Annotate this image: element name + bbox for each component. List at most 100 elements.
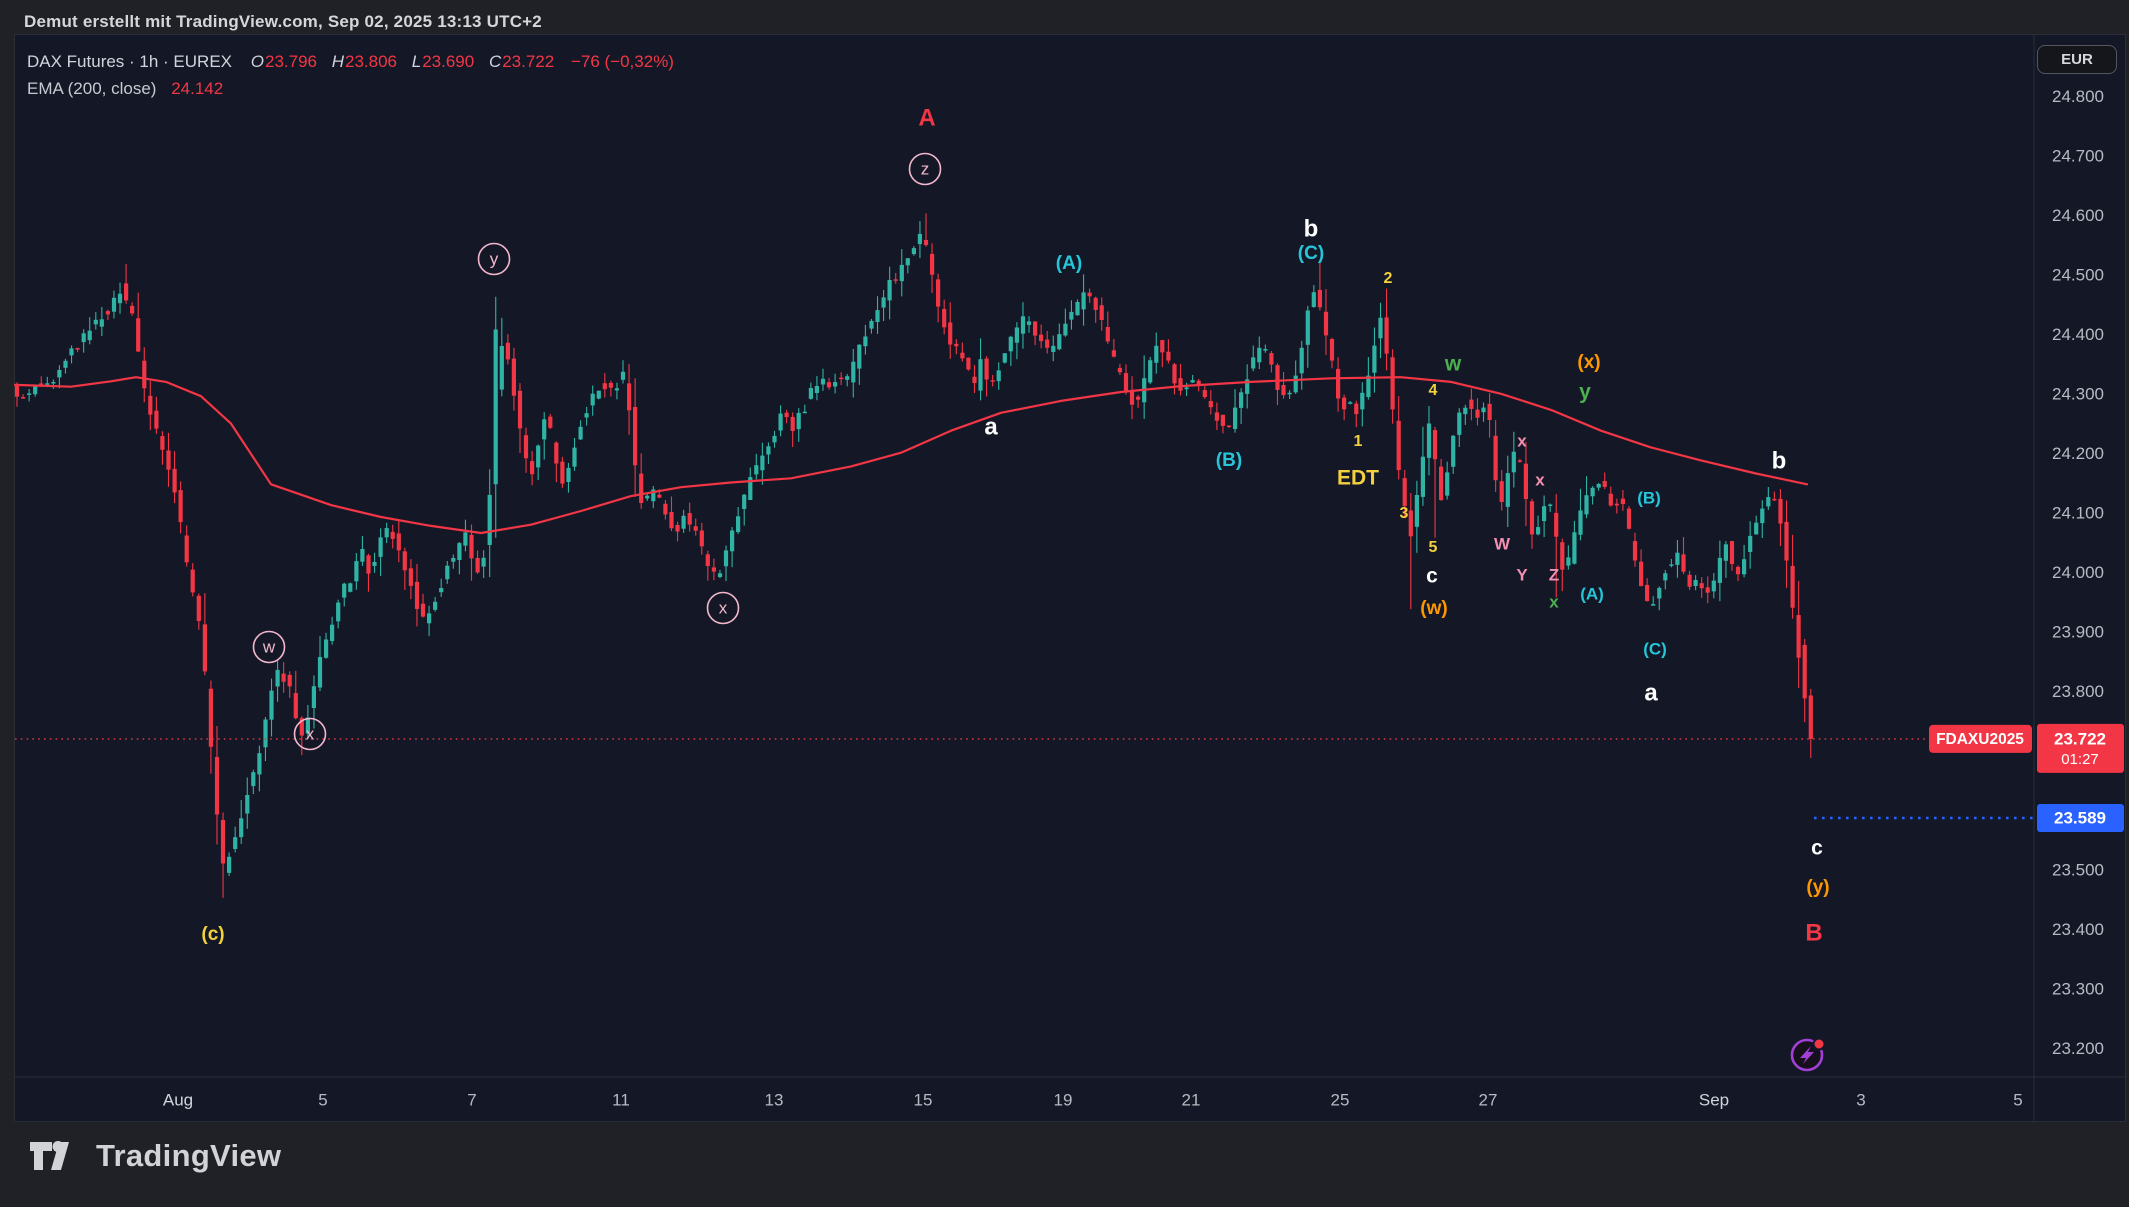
ohlc-close: C23.722 <box>488 52 555 71</box>
wave-label: y <box>1579 381 1591 404</box>
tradingview-logo-text[interactable]: TradingView <box>96 1138 282 1173</box>
currency-button[interactable]: EUR <box>2037 45 2117 74</box>
candles-layer <box>14 213 1813 898</box>
symbol-marker-flag <box>1929 724 2032 753</box>
wave-circle <box>477 242 511 276</box>
wave-label: a <box>984 413 998 440</box>
wave-label: (x) <box>1577 352 1600 373</box>
legend: DAX Futures · 1h · EUREX O23.796 H23.806… <box>27 48 674 102</box>
wave-label: 1 <box>1354 433 1363 450</box>
bar-countdown: 01:27 <box>2061 751 2099 768</box>
time-tick[interactable]: 7 <box>467 1090 476 1109</box>
wave-label: (C) <box>1298 243 1324 264</box>
indicator-value: 24.142 <box>171 79 224 98</box>
wave-circle <box>252 630 286 664</box>
price-tick: 24.200 <box>2052 444 2104 463</box>
footer: TradingView <box>28 1136 281 1176</box>
wave-label: b <box>1772 447 1787 474</box>
price-chart-canvas[interactable]: 24.800 24.700 24.600 24.500 24.400 24.300 24.2… <box>14 34 2128 1124</box>
price-tick: 24.100 <box>2052 503 2104 522</box>
price-tick: 23.200 <box>2052 1039 2104 1058</box>
wave-label: (B) <box>1637 488 1661 507</box>
wave-label: c <box>1811 837 1823 860</box>
price-tick: 23.500 <box>2052 860 2104 879</box>
wave-circle <box>706 591 740 625</box>
ema-layer <box>14 376 1809 535</box>
wave-label: x <box>1549 592 1559 611</box>
svg-text:23.722: 23.722 <box>2054 729 2106 748</box>
wave-label: A <box>918 104 935 131</box>
ohlc-open: O23.796 <box>250 52 317 71</box>
price-tick: 23.900 <box>2052 622 2104 641</box>
ema-200-line <box>14 376 1809 535</box>
notification-dot <box>1812 1037 1826 1051</box>
wave-label: z <box>921 159 930 178</box>
price-tick: 24.800 <box>2052 87 2104 106</box>
wave-label: B <box>1805 919 1822 946</box>
attribution-text: Demut erstellt mit TradingView.com, Sep … <box>24 12 542 31</box>
tradingview-logo-icon[interactable] <box>28 1136 84 1176</box>
time-tick[interactable]: 13 <box>765 1090 784 1109</box>
wave-label: (y) <box>1806 877 1829 898</box>
time-tick[interactable]: 11 <box>612 1090 630 1109</box>
time-tick[interactable]: Sep <box>1699 1090 1729 1109</box>
wave-label: x <box>306 724 315 743</box>
price-tick: 24.000 <box>2052 563 2104 582</box>
price-tick: 23.300 <box>2052 979 2104 998</box>
wave-label: Y <box>1516 565 1528 584</box>
wave-label: 2 <box>1384 270 1393 287</box>
time-tick[interactable]: 15 <box>914 1090 933 1109</box>
wave-label: (A) <box>1056 253 1082 274</box>
wave-label: w <box>262 637 276 656</box>
time-tick[interactable]: 21 <box>1182 1090 1201 1109</box>
wave-label: x <box>1517 431 1527 450</box>
svg-text:23.589: 23.589 <box>2054 809 2106 828</box>
price-lines-layer <box>15 738 2034 820</box>
time-tick[interactable]: Aug <box>163 1090 193 1109</box>
last-price-badge <box>2037 723 2124 773</box>
price-tick: 24.600 <box>2052 206 2104 225</box>
wave-label: (w) <box>1420 598 1447 619</box>
attribution-bar: Demut erstellt mit TradingView.com, Sep … <box>24 12 542 32</box>
wave-label: 3 <box>1400 505 1409 522</box>
ohlc-high: H23.806 <box>331 52 397 71</box>
wave-label: b <box>1304 215 1319 242</box>
price-tick: 24.500 <box>2052 265 2104 284</box>
wave-label: x <box>1535 470 1545 489</box>
price-tick: 23.400 <box>2052 920 2104 939</box>
wave-circle <box>293 717 327 751</box>
wave-label: (A) <box>1580 584 1604 603</box>
symbol-title: DAX Futures · 1h · EUREX <box>27 52 233 71</box>
wave-label: w <box>1444 353 1462 376</box>
wave-label: a <box>1644 679 1658 706</box>
change-value: −76 (−0,32%) <box>570 52 674 71</box>
wave-label: 5 <box>1429 539 1438 556</box>
wave-label: (C) <box>1643 639 1667 658</box>
price-tick: 24.700 <box>2052 146 2104 165</box>
price-tick: 24.300 <box>2052 384 2104 403</box>
wave-label: EDT <box>1337 467 1379 490</box>
price-tick: 23.800 <box>2052 682 2104 701</box>
symbol-row: DAX Futures · 1h · EUREX O23.796 H23.806… <box>27 48 674 75</box>
time-tick[interactable]: 27 <box>1479 1090 1498 1109</box>
time-tick[interactable]: 3 <box>1856 1090 1865 1109</box>
wave-label: y <box>490 249 499 268</box>
svg-text:FDAXU2025: FDAXU2025 <box>1936 731 2024 748</box>
time-tick[interactable]: 5 <box>318 1090 327 1109</box>
wave-label: (c) <box>201 924 224 945</box>
wave-label: W <box>1494 534 1511 553</box>
time-tick[interactable]: 25 <box>1331 1090 1350 1109</box>
time-tick[interactable]: 5 <box>2013 1090 2022 1109</box>
wave-label: Z <box>1549 565 1559 584</box>
wave-label: c <box>1426 565 1438 588</box>
ohlc-low: L23.690 <box>411 52 475 71</box>
chart-frame: 24.800 24.700 24.600 24.500 24.400 24.300 24.2… <box>14 34 2128 1124</box>
axes-layer: 24.800 24.700 24.600 24.500 24.400 24.300 24.2… <box>15 35 2127 1123</box>
indicator-name: EMA (200, close) <box>27 79 157 98</box>
target-price-badge <box>2037 804 2124 833</box>
price-tick: 24.400 <box>2052 325 2104 344</box>
wave-circle <box>908 152 942 186</box>
time-tick[interactable]: 19 <box>1054 1090 1073 1109</box>
